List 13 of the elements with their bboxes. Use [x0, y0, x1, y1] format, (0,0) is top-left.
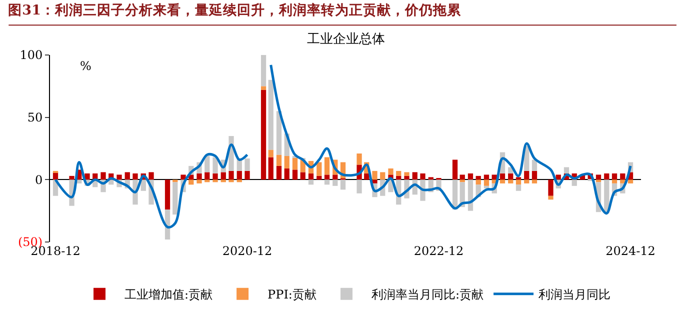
- y-axis-title: %: [80, 59, 92, 73]
- y-tick-label: 100: [20, 48, 43, 62]
- x-tick-label: 2020-12: [222, 244, 272, 258]
- legend-label: 利润当月同比: [538, 288, 611, 302]
- chart-subtitle: 工业企业总体: [307, 32, 385, 47]
- legend-label: 利润率当月同比:贡献: [371, 288, 484, 302]
- x-tick-label: 2024-12: [606, 244, 656, 258]
- legend-label: 工业增加值:贡献: [124, 288, 213, 302]
- chart-title: 图31：利润三因子分析来看，量延续回升，利润率转为正贡献，价仍拖累: [8, 1, 462, 18]
- y-tick-label: 0: [34, 172, 43, 187]
- y-tick-label: 50: [27, 110, 43, 125]
- x-tick-label: 2022-12: [414, 244, 464, 258]
- legend-label: PPI:贡献: [268, 288, 316, 302]
